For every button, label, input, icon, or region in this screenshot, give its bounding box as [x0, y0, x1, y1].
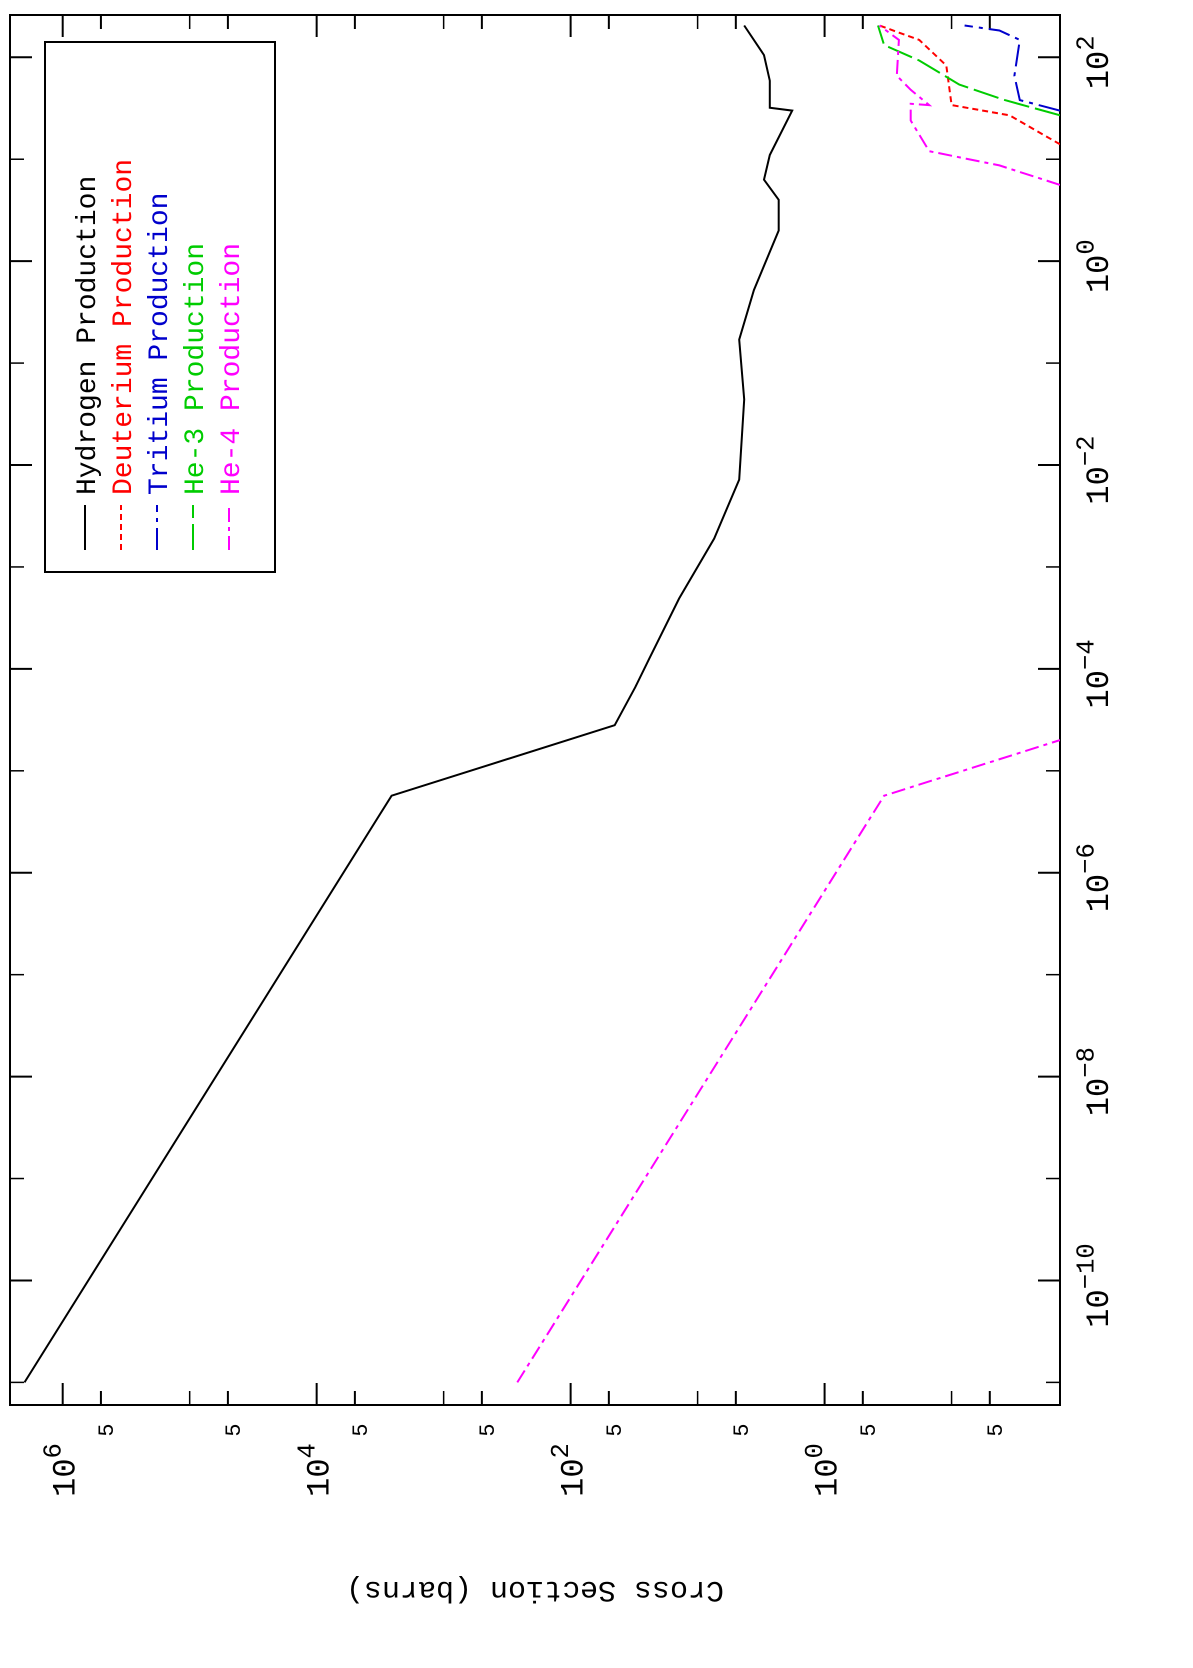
x-tick-label: 100 [1073, 239, 1118, 293]
legend-label: Hydrogen Production [73, 176, 104, 495]
x-tick-label-base: 10 [1081, 1289, 1118, 1327]
x-tick-label-base: 10 [1081, 466, 1118, 504]
y-tick-label-exponent: 2 [547, 1443, 576, 1458]
y-tick-label-base: 5 [857, 1423, 882, 1436]
x-tick-label: 10−10 [1073, 1243, 1118, 1327]
x-tick-label: 10−6 [1073, 843, 1118, 912]
legend-box [44, 41, 276, 573]
y-tick-label-base: 5 [603, 1423, 628, 1436]
legend-label: He-3 Production [181, 243, 212, 495]
x-tick-label-exponent: −10 [1073, 1243, 1102, 1289]
x-tick-label: 10−2 [1073, 435, 1118, 504]
x-tick-label-base: 10 [1081, 255, 1118, 293]
y-tick-label-base: 10 [810, 1458, 847, 1496]
series-line [516, 24, 1060, 1383]
y-tick-label: 5 [730, 1423, 755, 1436]
y-tick-label: 102 [547, 1443, 592, 1497]
y-tick-label-base: 5 [222, 1423, 247, 1436]
x-tick-label-base: 10 [1081, 51, 1118, 89]
y-tick-label: 5 [95, 1423, 120, 1436]
y-tick-label-base: 10 [48, 1458, 85, 1496]
y-tick-label-base: 5 [476, 1423, 501, 1436]
x-tick-label-exponent: −8 [1073, 1047, 1102, 1078]
x-tick-label-base: 10 [1081, 670, 1118, 708]
x-tick-label: 10−8 [1073, 1047, 1118, 1116]
y-tick-label: 100 [801, 1443, 846, 1497]
y-tick-label: 5 [476, 1423, 501, 1436]
y-tick-label: 5 [984, 1423, 1009, 1436]
y-tick-label-exponent: 4 [293, 1443, 322, 1458]
x-tick-label: 102 [1073, 35, 1118, 89]
y-tick-label: 5 [857, 1423, 882, 1436]
x-tick-label-exponent: 0 [1073, 239, 1102, 254]
y-tick-label-base: 5 [984, 1423, 1009, 1436]
y-tick-label-base: 10 [556, 1458, 593, 1496]
x-tick-label-base: 10 [1081, 874, 1118, 912]
legend-label: Tritium Production [145, 193, 176, 495]
legend-label: He-4 Production [217, 243, 248, 495]
x-tick-label-exponent: −4 [1073, 639, 1102, 670]
legend-label: Deuterium Production [109, 159, 140, 495]
y-tick-label-base: 5 [95, 1423, 120, 1436]
x-tick-label-exponent: −2 [1073, 435, 1102, 466]
series-line [877, 25, 1060, 117]
y-tick-label-base: 5 [349, 1423, 374, 1436]
y-tick-label: 5 [349, 1423, 374, 1436]
series-line [23, 24, 794, 1383]
x-tick-label: 10−4 [1073, 639, 1118, 708]
y-axis-title: Cross Section (barns) [346, 1572, 724, 1606]
x-tick-label-exponent: −6 [1073, 843, 1102, 874]
plot-frame [9, 14, 1061, 1406]
y-tick-label: 5 [603, 1423, 628, 1436]
series-line [964, 24, 1060, 112]
y-tick-label: 5 [222, 1423, 247, 1436]
series-line [879, 24, 1060, 146]
x-tick-label-exponent: 2 [1073, 35, 1102, 50]
y-tick-label: 106 [39, 1443, 84, 1497]
y-tick-label: 104 [293, 1443, 338, 1497]
y-tick-label-exponent: 6 [39, 1443, 68, 1458]
y-tick-label-base: 10 [302, 1458, 339, 1496]
y-tick-label-exponent: 0 [801, 1443, 830, 1458]
y-tick-label-base: 5 [730, 1423, 755, 1436]
x-tick-label-base: 10 [1081, 1078, 1118, 1116]
